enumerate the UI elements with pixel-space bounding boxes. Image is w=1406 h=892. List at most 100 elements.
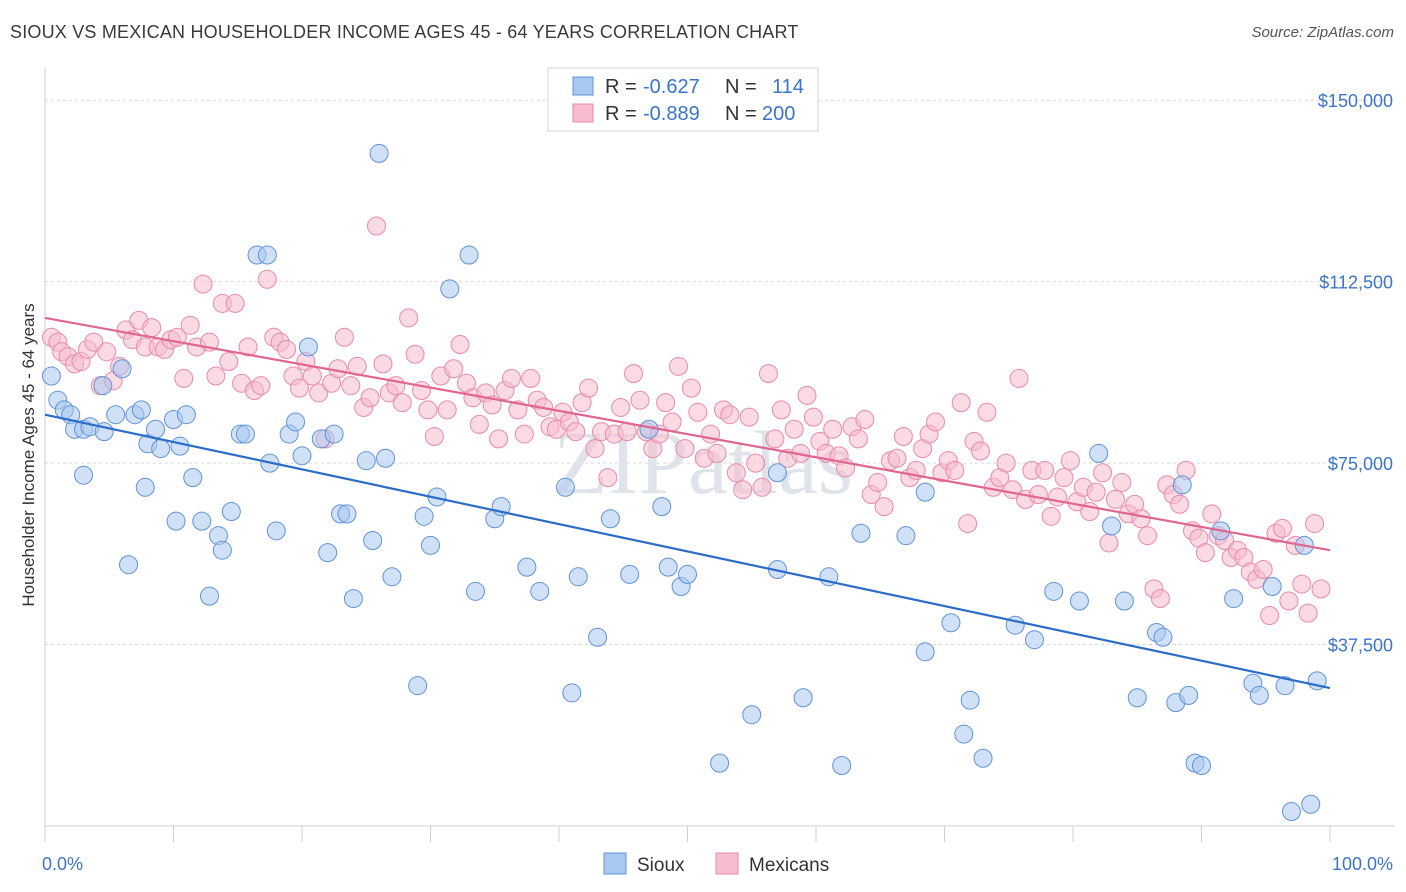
mexicans-point-146	[977, 402, 997, 422]
chart-source: Source: ZipAtlas.com	[1251, 24, 1394, 41]
mexicans-point-62	[437, 400, 457, 420]
mexicans-point-70	[489, 429, 509, 449]
mexicans-point-41	[302, 366, 322, 386]
sioux-point-89	[1044, 581, 1064, 601]
sioux-point-105	[1249, 685, 1269, 705]
sioux-trendline	[44, 413, 1331, 690]
mexicans-point-101	[688, 402, 708, 422]
sioux-point-106	[1262, 576, 1282, 596]
sioux-point-12	[119, 555, 139, 575]
mexicans-point-167	[1112, 472, 1132, 492]
sioux-point-36	[286, 412, 306, 432]
bottom-legend: Sioux Mexicans	[603, 852, 829, 876]
mexicans-point-164	[1093, 463, 1113, 483]
legend-r-value-sioux: -0.627	[643, 76, 700, 98]
sioux-point-49	[382, 567, 402, 587]
sioux-point-76	[793, 688, 813, 708]
mexicans-point-130	[874, 497, 894, 517]
legend-n-value-mexicans: 200	[762, 103, 795, 125]
legend-n-label-sioux: N =	[725, 76, 757, 98]
mexicans-point-133	[893, 426, 913, 446]
mexicans-point-72	[501, 368, 521, 388]
sioux-point-61	[555, 477, 575, 497]
mexicans-trendline	[44, 316, 1331, 552]
mexicans-point-73	[508, 400, 528, 420]
sioux-point-60	[530, 581, 550, 601]
sioux-point-84	[954, 724, 974, 744]
sioux-point-41	[324, 424, 344, 444]
mexicans-point-192	[1272, 518, 1292, 538]
sioux-point-66	[620, 564, 640, 584]
mexicans-point-157	[1048, 487, 1068, 507]
sioux-point-96	[1153, 627, 1173, 647]
y-tick-label-2: $112,500	[1319, 273, 1393, 293]
legend-r-label-mexicans: R =	[605, 103, 637, 125]
legend-swatch-sioux	[572, 76, 594, 96]
sioux-point-18	[151, 439, 171, 459]
legend-r-value-mexicans: -0.889	[643, 103, 700, 125]
y-axis-label: Householder Income Ages 45 - 64 years	[19, 303, 38, 606]
sioux-point-99	[1179, 685, 1199, 705]
sioux-points	[41, 143, 1327, 821]
chart-title: SIOUX VS MEXICAN HOUSEHOLDER INCOME AGES…	[10, 22, 799, 42]
mexicans-point-7	[84, 332, 104, 352]
mexicans-point-85	[585, 439, 605, 459]
legend-n-value-sioux: 114	[772, 76, 804, 98]
axes	[44, 68, 1395, 842]
sioux-point-69	[658, 557, 678, 577]
top-legend: R = -0.627 N = 114 R = -0.889 N = 200	[547, 67, 819, 132]
mexicans-point-47	[341, 376, 361, 396]
mexicans-point-100	[681, 378, 701, 398]
sioux-point-7	[93, 376, 113, 396]
mexicans-point-154	[1028, 485, 1048, 505]
sioux-point-28	[221, 501, 241, 521]
sioux-point-63	[562, 683, 582, 703]
mexicans-point-98	[669, 356, 689, 376]
sioux-point-73	[742, 705, 762, 725]
mexicans-point-33	[251, 376, 271, 396]
sioux-point-107	[1275, 676, 1295, 696]
mexicans-point-132	[887, 448, 907, 468]
mexicans-point-180	[1195, 543, 1215, 563]
mexicans-point-21	[174, 368, 194, 388]
sioux-point-91	[1089, 443, 1109, 463]
sioux-point-79	[851, 523, 871, 543]
mexicans-point-197	[1305, 514, 1325, 534]
legend-n-label-mexicans: N =	[725, 103, 757, 125]
mexicans-point-60	[424, 426, 444, 446]
sioux-point-86	[973, 748, 993, 768]
mexicans-point-189	[1253, 560, 1273, 580]
mexicans-point-198	[1311, 579, 1331, 599]
sioux-point-80	[896, 526, 916, 546]
sioux-point-30	[235, 424, 255, 444]
mexicans-point-114	[771, 400, 791, 420]
sioux-point-48	[376, 448, 396, 468]
mexicans-point-127	[855, 410, 875, 430]
mexicans-point-108	[733, 480, 753, 500]
sioux-point-98	[1172, 475, 1192, 495]
mexicans-point-96	[656, 393, 676, 413]
sioux-point-68	[652, 497, 672, 517]
x-tick-label-1: 100.0%	[1332, 854, 1393, 874]
mexicans-point-59	[418, 400, 438, 420]
sioux-point-46	[363, 531, 383, 551]
sioux-point-56	[465, 581, 485, 601]
mexicans-point-158	[1054, 468, 1074, 488]
sioux-point-0	[41, 366, 61, 386]
mexicans-point-170	[1131, 509, 1151, 529]
sioux-point-27	[212, 540, 232, 560]
mexicans-point-26	[206, 366, 226, 386]
sioux-point-50	[408, 676, 428, 696]
mexicans-point-176	[1170, 494, 1190, 514]
mexicans-point-116	[784, 419, 804, 439]
sioux-point-55	[459, 245, 479, 265]
sioux-point-78	[832, 756, 852, 776]
mexicans-point-67	[469, 414, 489, 434]
mexicans-point-63	[444, 359, 464, 379]
mexicans-point-159	[1060, 451, 1080, 471]
mexicans-point-75	[521, 368, 541, 388]
sioux-point-23	[183, 468, 203, 488]
sioux-point-9	[74, 465, 94, 485]
sioux-point-83	[941, 613, 961, 633]
y-tick-label-0: $37,500	[1328, 636, 1393, 656]
